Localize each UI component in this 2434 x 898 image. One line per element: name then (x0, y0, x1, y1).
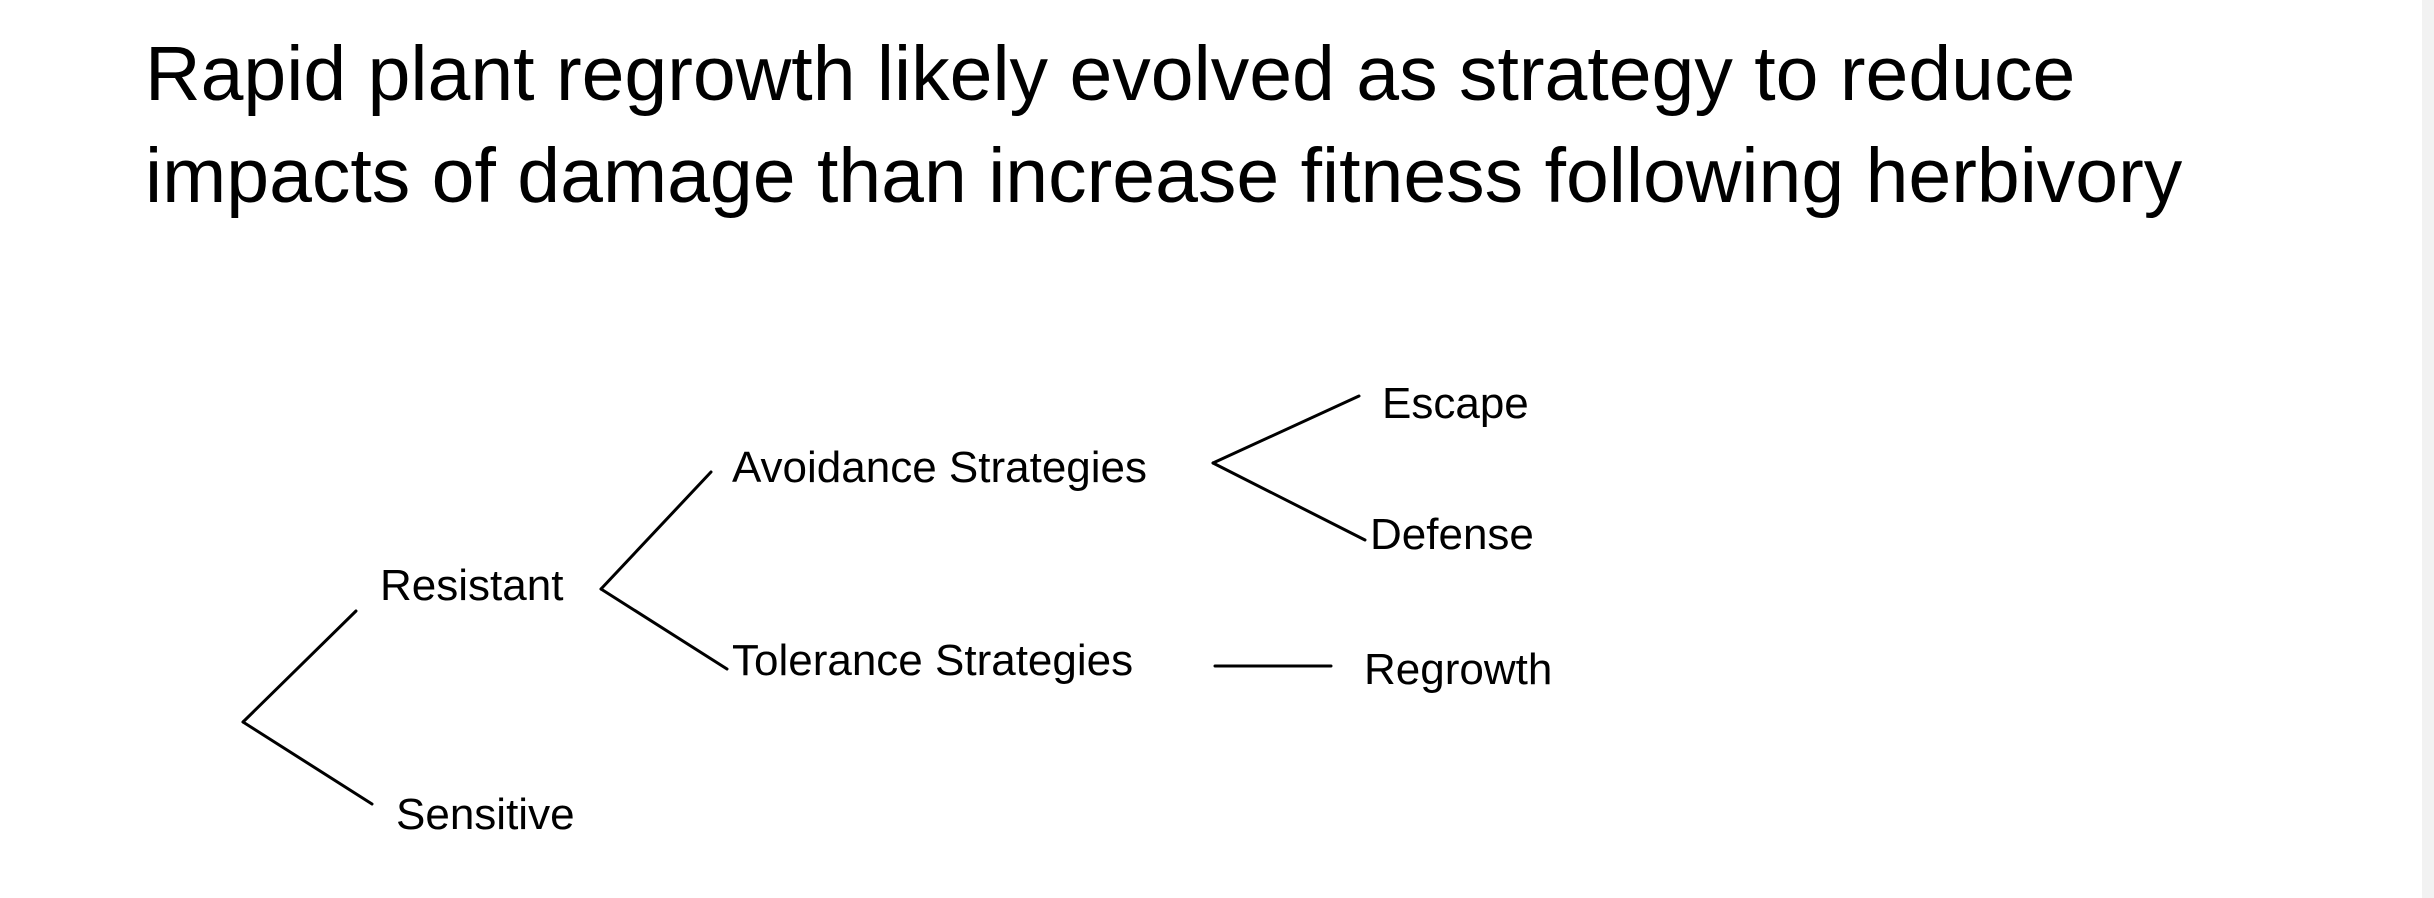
node-sensitive: Sensitive (396, 790, 575, 839)
node-defense: Defense (1370, 510, 1534, 559)
node-avoidance-strategies: Avoidance Strategies (732, 443, 1147, 492)
slide-right-edge (2422, 0, 2434, 898)
edge-resistant-avoidance (599, 470, 713, 591)
edge-avoidance-defense (1211, 461, 1367, 542)
slide-title-line-2: impacts of damage than increase fitness … (145, 133, 2183, 219)
node-regrowth: Regrowth (1364, 645, 1552, 694)
edge-root-resistant (241, 609, 358, 724)
node-escape: Escape (1382, 379, 1529, 428)
edge-avoidance-escape (1211, 394, 1361, 465)
edge-resistant-tolerance (599, 587, 729, 671)
node-resistant: Resistant (380, 561, 563, 610)
edge-root-sensitive (241, 720, 374, 806)
slide-title-line-1: Rapid plant regrowth likely evolved as s… (145, 31, 2076, 117)
node-tolerance-strategies: Tolerance Strategies (732, 636, 1133, 685)
